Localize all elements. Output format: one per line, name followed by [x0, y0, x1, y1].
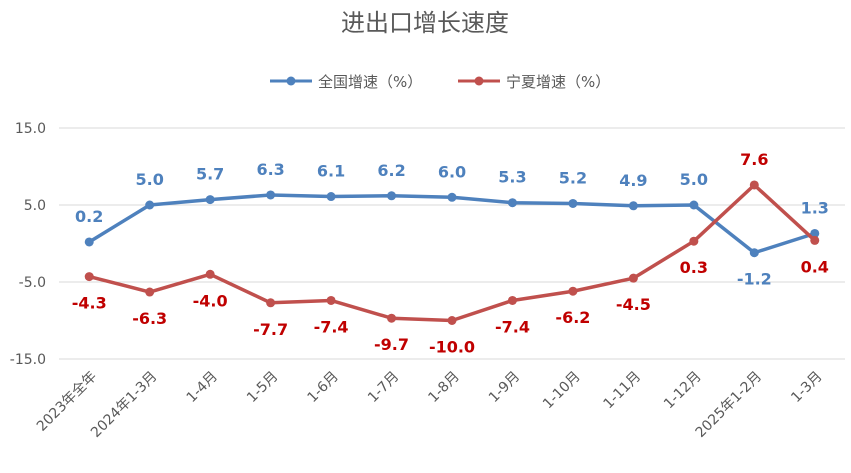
- series-line-national: [87, 193, 817, 255]
- x-tick-label: 1-5月: [244, 369, 281, 406]
- data-point-national: [84, 237, 94, 247]
- y-tick-label: -15.0: [10, 352, 46, 368]
- data-label-ningxia: -4.3: [72, 294, 107, 313]
- y-tick-label: -5.0: [19, 275, 46, 291]
- data-label-national: 6.2: [377, 161, 405, 180]
- data-label-national: 6.1: [317, 162, 345, 181]
- data-point-national: [145, 200, 155, 210]
- legend-item-ningxia: 宁夏增速（%）: [458, 73, 610, 91]
- data-label-national: 1.3: [801, 198, 829, 217]
- data-point-ningxia: [205, 269, 215, 279]
- data-point-national: [387, 191, 397, 201]
- y-tick-label: 15.0: [15, 121, 46, 137]
- data-point-ningxia: [387, 313, 397, 323]
- data-label-national: 5.3: [498, 168, 526, 187]
- x-tick-label: 1-9月: [486, 369, 523, 406]
- x-tick-label: 1-4月: [184, 369, 221, 406]
- data-point-ningxia: [628, 273, 638, 283]
- data-label-national: -1.2: [737, 270, 772, 289]
- data-label-national: 5.0: [136, 170, 164, 189]
- legend: 全国增速（%） 宁夏增速（%）: [270, 73, 610, 91]
- data-label-national: 6.0: [438, 162, 466, 181]
- data-point-national: [689, 200, 699, 210]
- x-tick-label: 1-12月: [661, 369, 705, 413]
- data-label-ningxia: 0.4: [801, 257, 829, 276]
- data-label-ningxia: -7.7: [253, 320, 288, 339]
- legend-label-ningxia: 宁夏增速（%）: [506, 73, 610, 91]
- data-point-national: [749, 248, 759, 258]
- data-point-national: [205, 195, 215, 205]
- data-point-national: [628, 201, 638, 211]
- data-label-national: 5.2: [559, 168, 587, 187]
- data-point-ningxia: [749, 180, 759, 190]
- legend-item-national: 全国增速（%）: [270, 73, 422, 91]
- y-tick-label: 5.0: [24, 198, 46, 214]
- data-labels-layer: 0.2 5.0 5.7 6.3 6.1 6.2 6.0 5.3 5.2 4.9 5.0 -1.2 1.3…: [72, 150, 829, 357]
- data-point-ningxia: [507, 295, 517, 305]
- y-axis: 15.0 5.0 -5.0 -15.0: [10, 121, 46, 368]
- data-label-national: 0.2: [75, 207, 103, 226]
- x-tick-label: 1-10月: [540, 369, 584, 413]
- data-point-ningxia: [84, 272, 94, 282]
- data-label-ningxia: -9.7: [374, 335, 409, 354]
- data-label-ningxia: -6.3: [132, 309, 167, 328]
- x-tick-label: 1-6月: [305, 369, 342, 406]
- data-point-national: [326, 192, 336, 202]
- data-label-ningxia: 0.3: [680, 258, 708, 277]
- chart-title: 进出口增长速度: [341, 9, 509, 37]
- data-label-ningxia: 7.6: [740, 150, 768, 169]
- x-tick-label: 1-11月: [601, 369, 645, 413]
- data-point-ningxia: [568, 286, 578, 296]
- data-point-national: [568, 198, 578, 208]
- data-point-ningxia: [447, 316, 457, 325]
- data-label-ningxia: -4.0: [193, 291, 228, 310]
- x-tick-label: 1-8月: [425, 369, 462, 406]
- data-point-ningxia: [145, 287, 155, 297]
- data-label-national: 5.7: [196, 165, 224, 184]
- data-point-national: [810, 228, 820, 238]
- data-point-ningxia: [689, 236, 699, 246]
- data-point-ningxia: [266, 298, 276, 308]
- data-label-ningxia: -7.4: [314, 317, 349, 336]
- legend-marker-national: [286, 76, 296, 86]
- x-tick-label: 2023年全年: [33, 368, 100, 435]
- x-tick-label: 1-3月: [788, 369, 825, 406]
- x-tick-label: 1-7月: [365, 369, 402, 406]
- data-label-ningxia: -10.0: [429, 338, 475, 357]
- series-layer: [84, 180, 820, 325]
- legend-label-national: 全国增速（%）: [318, 73, 422, 91]
- data-label-ningxia: -6.2: [555, 308, 590, 327]
- data-point-ningxia: [810, 235, 820, 245]
- data-label-national: 6.3: [256, 160, 284, 179]
- data-point-national: [266, 190, 276, 200]
- data-point-national: [447, 192, 457, 202]
- data-label-national: 5.0: [680, 170, 708, 189]
- data-point-national: [507, 198, 517, 208]
- data-label-national: 4.9: [619, 171, 647, 190]
- data-label-ningxia: -4.5: [616, 295, 651, 314]
- data-point-ningxia: [326, 295, 336, 305]
- data-label-ningxia: -7.4: [495, 317, 530, 336]
- legend-marker-ningxia: [474, 76, 484, 86]
